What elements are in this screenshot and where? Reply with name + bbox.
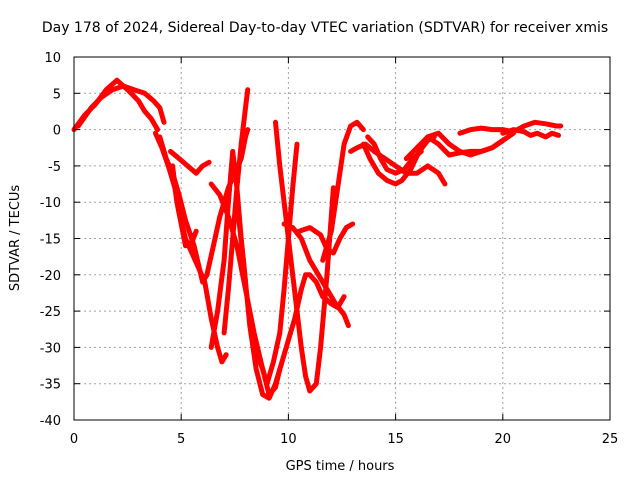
x-tick-label: 25: [602, 432, 619, 447]
series-line-sat-i: [221, 87, 251, 336]
series-line-sat-k: [234, 199, 304, 401]
series-line-sat-s: [360, 134, 437, 187]
y-axis-label: SDTVAR / TECUs: [8, 185, 23, 292]
series-line-sat-d: [157, 134, 210, 285]
y-tick-label: -35: [40, 378, 61, 393]
series-line-sat-p: [298, 272, 347, 310]
series-line-sat-e: [170, 163, 199, 249]
x-tick-label: 0: [70, 432, 78, 447]
y-tick-label: -10: [40, 196, 61, 211]
y-axis-ticks: 10 5 0 -5 -10 -15 -20 -25 -30 -35 -40: [40, 51, 610, 429]
series-line-sat-l: [251, 141, 300, 387]
series-line-sat-o: [296, 221, 356, 256]
series-line-sat-q: [320, 119, 366, 263]
series-line-sat-b: [75, 83, 167, 129]
y-tick-label: -15: [40, 233, 61, 248]
series-line-sat-t: [365, 134, 424, 176]
y-tick-label: -25: [40, 305, 61, 320]
series-line-sat-m: [273, 119, 336, 394]
x-tick-label: 15: [387, 432, 404, 447]
x-axis-ticks: 0 5 10 15 20 25: [70, 57, 618, 447]
y-tick-label: -20: [40, 269, 61, 284]
y-tick-label: 10: [44, 51, 61, 66]
y-tick-label: -40: [40, 414, 61, 429]
x-tick-label: 10: [280, 432, 297, 447]
y-tick-label: 5: [53, 87, 61, 102]
data-series-group: [71, 77, 564, 401]
y-tick-label: -30: [40, 341, 61, 356]
x-tick-label: 5: [177, 432, 185, 447]
x-axis-label: GPS time / hours: [286, 459, 395, 474]
x-tick-label: 20: [495, 432, 512, 447]
series-line-sat-f: [168, 148, 212, 176]
y-tick-label: 0: [53, 124, 61, 139]
series-line-sat-v: [425, 130, 516, 158]
series-line-sat-x: [500, 127, 561, 140]
y-tick-label: -5: [48, 160, 61, 175]
chart-title: Day 178 of 2024, Sidereal Day-to-day VTE…: [42, 20, 608, 36]
series-line-sat-n: [281, 221, 351, 329]
